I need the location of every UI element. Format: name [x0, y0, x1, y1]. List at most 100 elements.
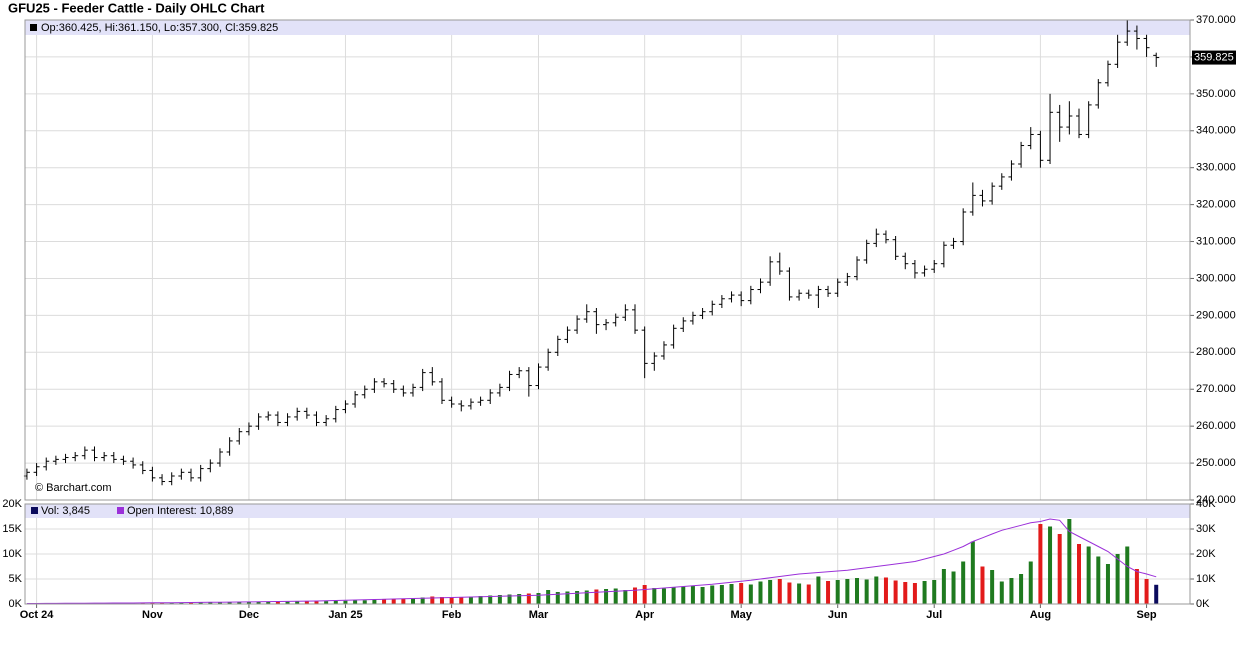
volume-bar — [700, 587, 705, 604]
y-tick-label: 15K — [2, 523, 22, 535]
y-tick-label: 10K — [2, 548, 22, 560]
volume-bar — [951, 571, 956, 604]
volume-bar — [478, 596, 483, 604]
last-price-label: 359.825 — [1194, 51, 1234, 63]
volume-bar — [1144, 579, 1149, 604]
source-note: © Barchart.com — [35, 482, 112, 494]
volume-bar — [777, 579, 782, 604]
volume-bar — [160, 602, 165, 604]
open-interest-line — [26, 518, 1157, 604]
volume-bar — [411, 598, 416, 604]
volume-bar — [1009, 578, 1014, 604]
volume-bar — [237, 602, 242, 604]
x-tick-label: Feb — [442, 609, 462, 621]
volume-bar — [748, 584, 753, 604]
volume-bar — [613, 588, 618, 604]
volume-bar — [835, 580, 840, 604]
y-tick-label: 350.000 — [1196, 88, 1236, 100]
y-tick-label: 270.000 — [1196, 383, 1236, 395]
volume-frame — [24, 503, 1191, 605]
y-tick-label: 240.000 — [1196, 494, 1236, 506]
x-tick-label: Mar — [529, 609, 549, 621]
volume-bar — [1105, 564, 1110, 604]
y-tick-label: 280.000 — [1196, 346, 1236, 358]
volume-bar — [575, 591, 580, 604]
volume-bar — [1048, 526, 1053, 604]
volume-bar — [826, 581, 831, 604]
ohlc-legend: Op:360.425, Hi:361.150, Lo:357.300, Cl:3… — [41, 22, 278, 34]
volume-bar — [189, 602, 194, 604]
volume-bar — [855, 578, 860, 604]
chart-title: GFU25 - Feeder Cattle - Daily OHLC Chart — [8, 0, 265, 15]
price-frame — [24, 19, 1191, 501]
volume-bar — [555, 592, 560, 604]
volume-bar — [739, 583, 744, 604]
volume-bar — [633, 587, 638, 604]
y2-tick-label: 0K — [1196, 598, 1210, 610]
volume-bar — [932, 580, 937, 604]
volume-bar — [372, 600, 377, 604]
volume-bar — [758, 581, 763, 604]
volume-bar — [391, 599, 396, 604]
volume-bar — [459, 597, 464, 604]
y-tick-label: 5K — [9, 573, 23, 585]
volume-bar — [845, 579, 850, 604]
volume-bar — [922, 581, 927, 604]
y-tick-label: 20K — [2, 498, 22, 510]
volume-bar — [768, 580, 773, 604]
volume-bar — [1134, 569, 1139, 604]
volume-bar — [449, 597, 454, 604]
volume-bar — [266, 601, 271, 604]
y-tick-label: 330.000 — [1196, 162, 1236, 174]
volume-bar — [719, 585, 724, 604]
volume-bar — [710, 585, 715, 604]
x-tick-label: Dec — [239, 609, 259, 621]
volume-bar — [652, 588, 657, 604]
volume-bar — [324, 601, 329, 604]
volume-bar — [275, 601, 280, 604]
x-tick-label: Jul — [926, 609, 942, 621]
volume-bar — [816, 576, 821, 604]
legend-swatch — [117, 507, 124, 514]
volume-bar — [1057, 534, 1062, 604]
volume-bar — [990, 570, 995, 604]
volume-bar — [382, 599, 387, 604]
legend-label: Open Interest: 10,889 — [127, 505, 233, 517]
y-tick-label: 250.000 — [1196, 457, 1236, 469]
volume-bar — [208, 602, 213, 604]
volume-bar — [883, 577, 888, 604]
volume-bar — [1067, 519, 1072, 604]
volume-bar — [304, 601, 309, 604]
volume-bar — [468, 596, 473, 604]
volume-bar — [970, 541, 975, 604]
volume-bar — [903, 582, 908, 604]
volume-bar — [1086, 546, 1091, 604]
volume-bar — [179, 602, 184, 604]
y2-tick-label: 40K — [1196, 498, 1216, 510]
volume-bar — [642, 585, 647, 604]
x-tick-label: Nov — [142, 609, 164, 621]
volume-bar — [546, 590, 551, 604]
y-tick-label: 320.000 — [1196, 199, 1236, 211]
x-tick-label: Jun — [828, 609, 848, 621]
y-tick-label: 370.000 — [1196, 14, 1236, 26]
volume-bar — [874, 576, 879, 604]
y-tick-label: 290.000 — [1196, 309, 1236, 321]
x-tick-label: May — [730, 609, 752, 621]
volume-bar — [295, 601, 300, 604]
volume-bar — [507, 594, 512, 604]
volume-bar — [1115, 554, 1120, 604]
volume-bar — [1125, 546, 1130, 604]
volume-bar — [1096, 556, 1101, 604]
volume-bar — [439, 597, 444, 604]
volume-bar — [661, 588, 666, 604]
volume-bar — [401, 598, 406, 604]
volume-bar — [729, 584, 734, 604]
volume-bar — [604, 589, 609, 604]
volume-bar — [256, 601, 261, 604]
volume-bar — [198, 602, 203, 604]
volume-bar — [787, 582, 792, 604]
x-tick-label: Aug — [1030, 609, 1051, 621]
volume-bar — [353, 600, 358, 604]
